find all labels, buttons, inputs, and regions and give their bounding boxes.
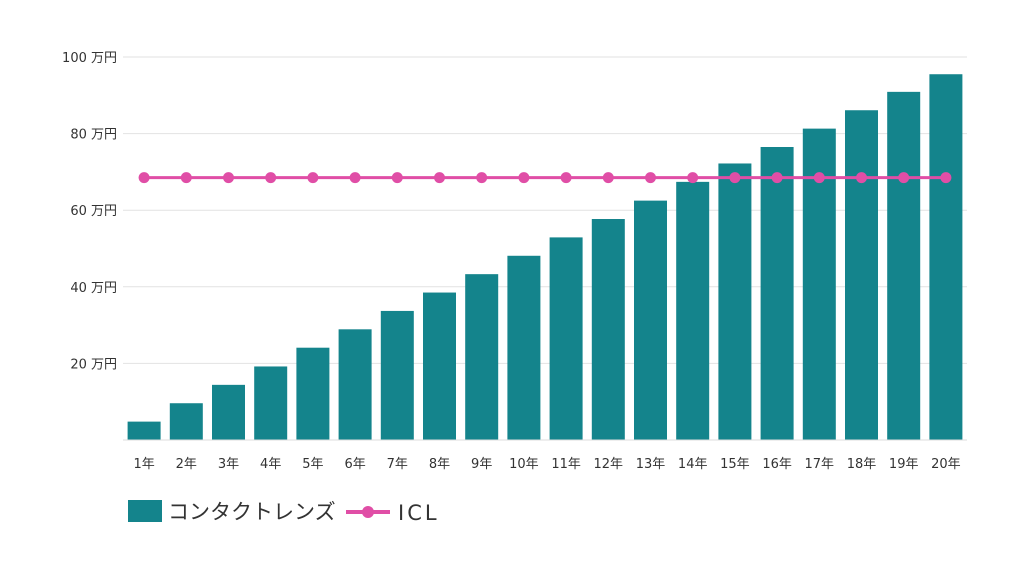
line-point [729,172,741,184]
bar [760,147,794,440]
y-axis: 20 万円 40 万円 60 万円 80 万円 100 万円 [62,51,117,372]
bar [929,74,963,441]
line-point [856,172,867,184]
y-tick-label: 40 万円 [70,281,117,296]
line-point [391,172,403,184]
line-point [771,172,783,184]
line-point [434,172,445,184]
bar [127,421,161,440]
y-tick-label: 100 万円 [62,51,117,66]
legend: コンタクトレンズ ICL [128,500,440,525]
legend-swatch-bar [128,500,162,522]
x-tick-label: 3年 [218,457,239,472]
gridlines [123,56,967,364]
line-point [223,172,234,184]
legend-label-bar: コンタクトレンズ [168,500,336,524]
line-point [476,172,488,184]
y-tick-label: 20 万円 [70,357,117,372]
line-point [518,172,530,184]
bar [718,163,752,440]
bar [845,110,878,440]
legend-label-line: ICL [398,501,440,525]
x-axis: 1年 2年 3年 4年 5年 6年 7年 8年 9年 10年 11年 12年 13年 14年 15年 16年 1… [133,457,960,472]
line-point [265,172,277,184]
x-tick-label: 11年 [551,457,581,472]
bar [423,292,456,440]
bar [676,181,710,440]
line-point [898,172,910,184]
line-series [138,172,952,184]
line-point [307,172,319,184]
x-tick-label: 5年 [302,457,323,472]
bar [212,384,245,440]
x-tick-label: 2年 [176,457,197,472]
line-point [645,172,656,184]
line-point [138,172,150,184]
x-tick-label: 1年 [133,457,154,472]
x-tick-label: 13年 [636,457,666,472]
x-tick-label: 17年 [805,457,835,472]
bar [380,310,414,440]
bar [549,237,583,440]
bar [254,366,288,440]
bar [887,91,921,440]
line-point [349,172,361,184]
y-tick-label: 80 万円 [70,128,117,143]
line-point [813,172,825,184]
line-point [602,172,614,184]
line-point [687,172,699,184]
x-tick-label: 20年 [931,457,961,472]
bar-series [127,74,963,441]
legend-swatch-dot [362,506,374,518]
y-tick-label: 60 万円 [70,204,117,219]
x-tick-label: 8年 [429,457,450,472]
line-point [940,172,952,184]
x-tick-label: 15年 [720,457,750,472]
bar [296,347,330,440]
x-tick-label: 6年 [344,457,365,472]
x-tick-label: 16年 [762,457,792,472]
bar [591,219,625,440]
x-tick-label: 4年 [260,457,281,472]
bar [634,200,667,440]
x-tick-label: 12年 [594,457,624,472]
bar [507,255,541,440]
x-tick-label: 14年 [678,457,708,472]
x-tick-label: 7年 [387,457,408,472]
bar [169,403,203,440]
x-tick-label: 9年 [471,457,492,472]
x-tick-label: 18年 [847,457,877,472]
bar [338,329,372,440]
line-point [560,172,572,184]
bar [465,274,499,440]
line-point [180,172,192,184]
x-tick-label: 10年 [509,457,539,472]
x-tick-label: 19年 [889,457,919,472]
